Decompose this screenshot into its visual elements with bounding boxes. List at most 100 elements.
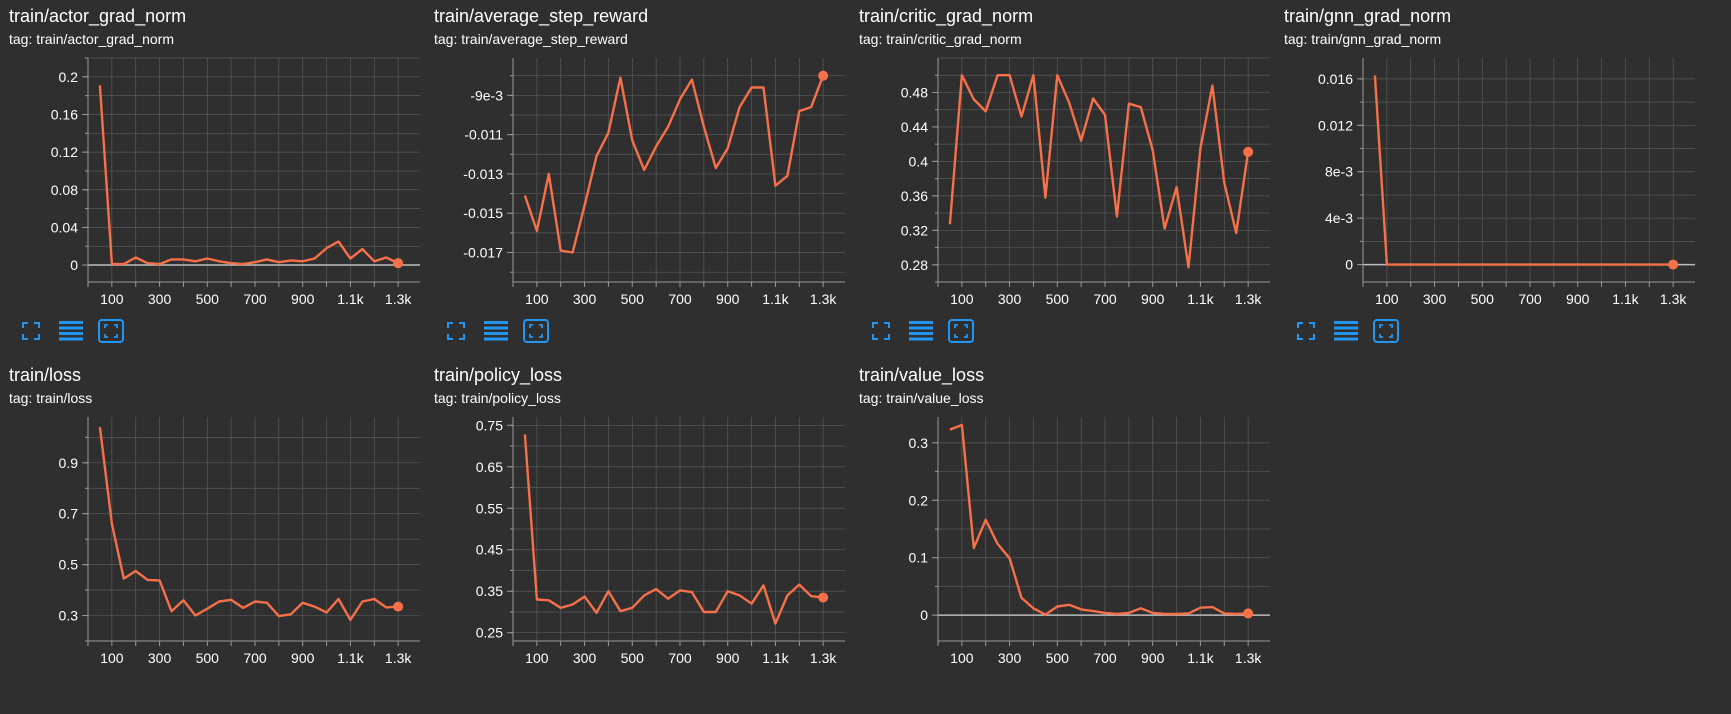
y-tick-label: 0.2 <box>59 69 79 85</box>
chart-title: train/policy_loss <box>434 365 563 385</box>
y-tick-label: 0.36 <box>901 188 928 204</box>
x-tick-label: 300 <box>573 650 597 666</box>
chart-title: train/loss <box>9 365 82 385</box>
x-tick-label: 700 <box>1093 291 1117 307</box>
fullscreen-icon <box>447 322 465 340</box>
fit-domain-button[interactable] <box>1373 318 1399 344</box>
x-tick-label: 1.3k <box>385 291 412 307</box>
y-tick-label: 0.28 <box>901 257 928 273</box>
x-tick-label: 700 <box>1518 291 1542 307</box>
data-table-icon <box>484 321 508 341</box>
x-tick-label: 1.3k <box>1660 291 1687 307</box>
line-chart-policy-loss: 0.25 0.35 0.45 0.55 0.65 0.75 100 300 500 700 900 1… <box>476 417 845 666</box>
line-chart-value-loss: 0 0.1 0.2 0.3 100 300 500 700 900 1.1k 1.3k <box>909 417 1270 666</box>
y-tick-label: 4e-3 <box>1325 210 1353 226</box>
x-tick-label: 500 <box>196 650 220 666</box>
y-tick-label: 0.65 <box>476 459 503 475</box>
line-chart-actor-grad-norm: 0 0.04 0.08 0.12 0.16 0.2 100 300 500 700 900 1.1k 1… <box>51 57 420 307</box>
x-tick-label: 100 <box>950 291 974 307</box>
last-point-marker[interactable] <box>818 592 829 603</box>
x-tick-label: 700 <box>668 650 692 666</box>
y-tick-label: 0 <box>1345 257 1353 273</box>
series-line <box>948 73 1250 269</box>
chart-card-value-loss: train/value_loss tag: train/value_loss 0… <box>850 359 1270 714</box>
fit-domain-icon <box>523 319 549 343</box>
data-table-icon <box>59 321 83 341</box>
x-tick-label: 1.3k <box>1235 650 1262 666</box>
x-tick-label: 1.1k <box>762 291 789 307</box>
y-tick-label: 0.75 <box>476 417 503 433</box>
data-table-button[interactable] <box>483 318 509 344</box>
data-table-button[interactable] <box>1333 318 1359 344</box>
x-tick-label: 1.3k <box>1235 291 1262 307</box>
last-point-marker[interactable] <box>1243 608 1254 619</box>
y-tick-label: 0.32 <box>901 222 928 238</box>
data-table-icon <box>909 321 933 341</box>
x-tick-label: 500 <box>1471 291 1495 307</box>
fit-domain-icon <box>1373 319 1399 343</box>
x-tick-label: 1.1k <box>1612 291 1639 307</box>
last-point-marker[interactable] <box>393 258 404 269</box>
last-point-marker[interactable] <box>393 601 404 612</box>
chart-tag: tag: train/actor_grad_norm <box>9 31 174 47</box>
fullscreen-button[interactable] <box>1293 318 1319 344</box>
x-tick-label: 100 <box>1375 291 1399 307</box>
last-point-marker[interactable] <box>1668 259 1679 270</box>
y-tick-label: 0.7 <box>59 506 79 522</box>
x-tick-label: 1.1k <box>337 650 364 666</box>
x-tick-label: 900 <box>716 650 740 666</box>
x-tick-label: 500 <box>196 291 220 307</box>
last-point-marker[interactable] <box>818 70 829 81</box>
fit-domain-button[interactable] <box>948 318 974 344</box>
series-line <box>98 85 399 266</box>
y-tick-label: 0.2 <box>909 492 929 508</box>
series-line <box>98 427 399 622</box>
series-line <box>1373 75 1674 266</box>
data-table-button[interactable] <box>908 318 934 344</box>
fullscreen-icon <box>1297 322 1315 340</box>
fit-domain-button[interactable] <box>98 318 124 344</box>
line-chart-average-step-reward: -0.017 -0.015 -0.013 -0.011 -9e-3 100 300 500 70… <box>463 58 845 307</box>
y-tick-label: 0 <box>70 257 78 273</box>
fullscreen-button[interactable] <box>868 318 894 344</box>
data-table-icon <box>1334 321 1358 341</box>
x-tick-label: 1.3k <box>810 291 837 307</box>
line-chart-critic-grad-norm: 0.28 0.32 0.36 0.4 0.44 0.48 100 300 500 700 900 1.… <box>901 57 1270 307</box>
x-tick-label: 500 <box>621 650 645 666</box>
x-tick-label: 700 <box>243 291 267 307</box>
x-tick-label: 900 <box>1141 650 1165 666</box>
x-tick-label: 300 <box>998 291 1022 307</box>
line-chart-loss: 0.3 0.5 0.7 0.9 100 300 500 700 900 1.1k 1.3k <box>59 417 420 666</box>
chart-card-critic-grad-norm: train/critic_grad_norm tag: train/critic… <box>850 0 1270 355</box>
y-tick-label: 0.012 <box>1318 117 1353 133</box>
fullscreen-button[interactable] <box>18 318 44 344</box>
series-line <box>523 434 824 625</box>
y-tick-label: 0.45 <box>476 542 503 558</box>
x-tick-label: 100 <box>100 291 124 307</box>
x-tick-label: 100 <box>100 650 124 666</box>
x-tick-label: 100 <box>525 291 549 307</box>
fit-domain-button[interactable] <box>523 318 549 344</box>
data-table-button[interactable] <box>58 318 84 344</box>
x-tick-label: 1.3k <box>385 650 412 666</box>
x-tick-label: 500 <box>1046 291 1070 307</box>
y-tick-label: 0.1 <box>909 550 929 566</box>
y-tick-label: 0.12 <box>51 144 78 160</box>
chart-title: train/average_step_reward <box>434 6 649 26</box>
fullscreen-button[interactable] <box>443 318 469 344</box>
x-tick-label: 300 <box>573 291 597 307</box>
chart-tag: tag: train/value_loss <box>859 390 984 406</box>
x-tick-label: 300 <box>148 650 172 666</box>
y-tick-label: 0.44 <box>901 119 928 135</box>
x-tick-label: 700 <box>243 650 267 666</box>
x-tick-label: 500 <box>621 291 645 307</box>
fit-domain-icon <box>948 319 974 343</box>
series-line <box>523 75 825 254</box>
y-tick-label: 0.3 <box>59 608 79 624</box>
x-tick-label: 1.1k <box>337 291 364 307</box>
y-tick-label: 0.08 <box>51 182 78 198</box>
last-point-marker[interactable] <box>1243 146 1254 157</box>
x-tick-label: 700 <box>1093 650 1117 666</box>
x-tick-label: 700 <box>668 291 692 307</box>
x-tick-label: 100 <box>525 650 549 666</box>
